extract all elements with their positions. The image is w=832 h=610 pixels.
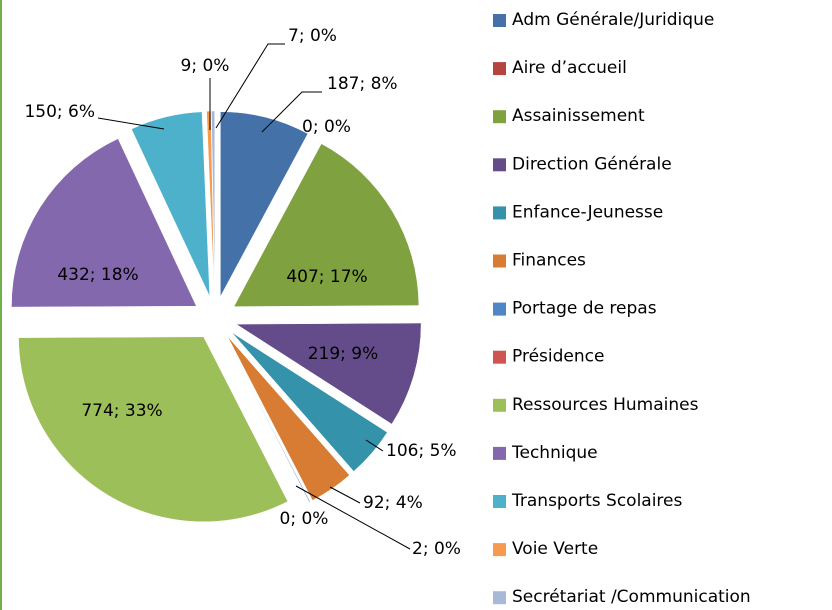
pie-slice	[220, 111, 309, 297]
data-label: 106; 5%	[386, 441, 457, 461]
data-label: 0; 0%	[302, 117, 351, 137]
legend-label: Transports Scolaires	[511, 491, 683, 511]
legend-swatch	[493, 495, 506, 508]
data-label: 0; 0%	[280, 509, 329, 529]
legend-swatch	[493, 350, 506, 364]
pie-slice	[131, 111, 211, 297]
legend-label: Assainissement	[512, 106, 645, 126]
pie-slice	[206, 110, 215, 297]
legend-label: Direction Générale	[512, 154, 672, 174]
legend-swatch	[493, 62, 506, 76]
legend-swatch	[493, 206, 506, 220]
pie-slice	[225, 135, 313, 299]
leader-line	[97, 117, 165, 130]
legend-swatch	[493, 254, 506, 268]
legend-label: Voie Verte	[512, 539, 598, 559]
data-label: 9; 0%	[181, 56, 230, 76]
legend-swatch	[493, 302, 506, 316]
data-label: 7; 0%	[288, 26, 337, 46]
pie-slice	[231, 332, 388, 472]
leader-line	[261, 91, 322, 133]
pie-slice	[18, 336, 289, 523]
leader-line	[215, 43, 285, 129]
legend-swatch	[493, 158, 506, 172]
pie-slice	[211, 110, 216, 297]
legend-label: Technique	[511, 443, 598, 463]
legend-label: Aire d’accueil	[512, 58, 627, 78]
legend-label: Enfance-Jeunesse	[512, 202, 663, 222]
leader-line	[329, 486, 361, 504]
legend-swatch	[493, 446, 506, 460]
legend-label: Secrétariat /Communication	[512, 587, 751, 607]
leader-line	[365, 439, 384, 452]
pie-slice	[235, 322, 422, 425]
frame-edge	[0, 0, 2, 610]
legend-swatch	[493, 110, 506, 124]
pie-slice	[233, 143, 420, 307]
data-label: 2; 0%	[412, 539, 461, 559]
data-label: 92; 4%	[363, 493, 423, 513]
data-label: 150; 6%	[24, 102, 95, 122]
pie-slice	[227, 336, 350, 501]
legend-swatch	[493, 14, 506, 27]
leader-line	[295, 485, 411, 550]
legend-label: Portage de repas	[512, 299, 657, 319]
data-label: 774; 33%	[81, 401, 162, 421]
legend-label: Adm Générale/Juridique	[512, 10, 714, 30]
legend-swatch	[493, 398, 506, 412]
legend-swatch	[493, 591, 506, 605]
legend-label: Présidence	[512, 347, 604, 367]
pie-slice	[224, 337, 311, 503]
data-label: 187; 8%	[327, 74, 398, 94]
legend-label: Ressources Humaines	[512, 395, 699, 415]
data-label: 432; 18%	[57, 265, 138, 285]
pie-slice	[11, 138, 197, 308]
legend-label: Finances	[512, 251, 586, 271]
legend-swatch	[493, 543, 506, 557]
data-label: 219; 9%	[308, 344, 379, 364]
data-label: 407; 17%	[286, 267, 367, 287]
